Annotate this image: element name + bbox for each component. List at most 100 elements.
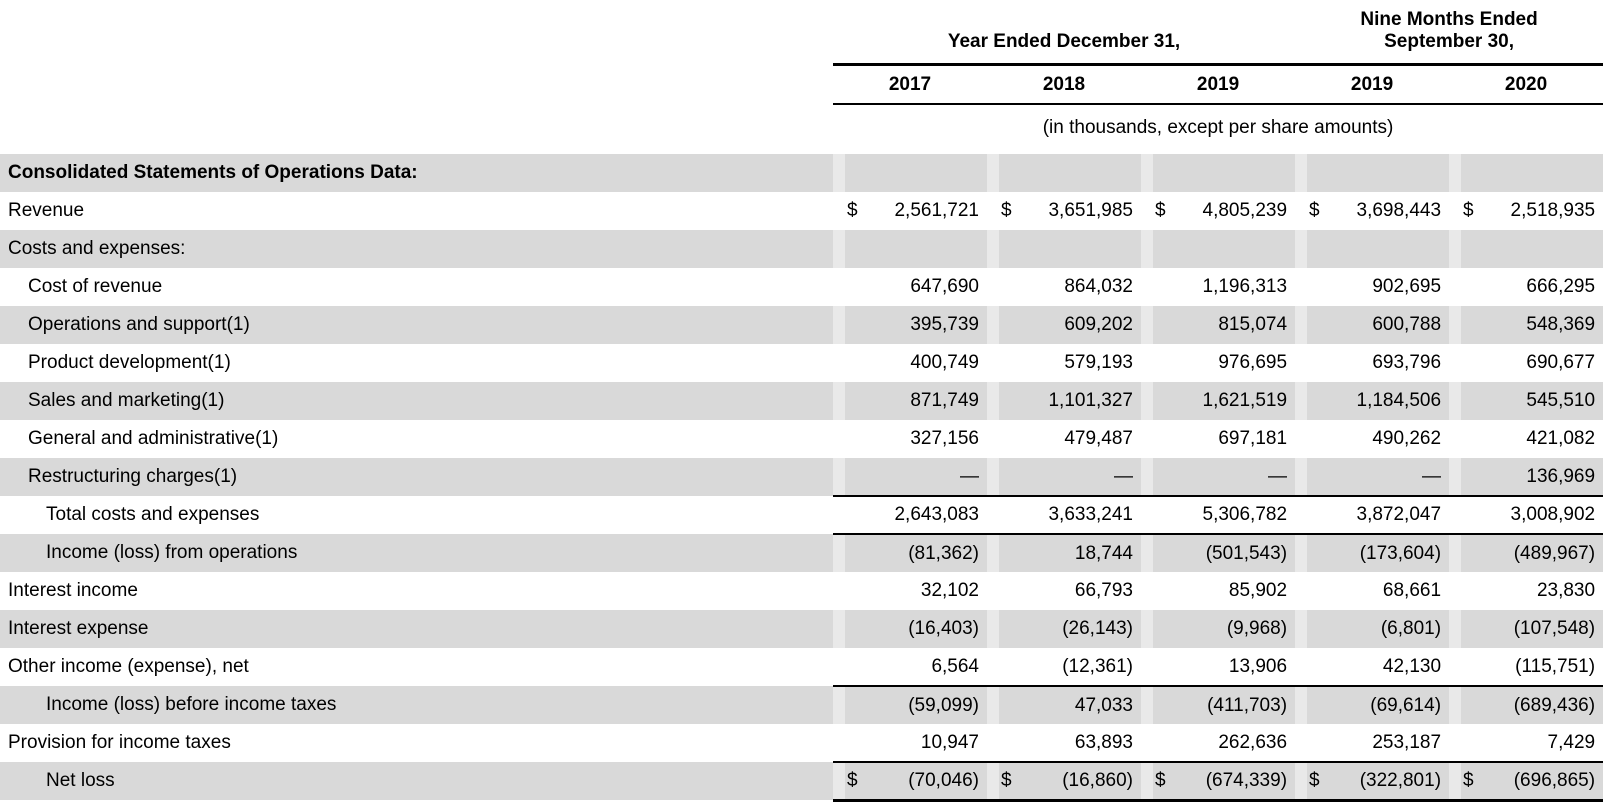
currency-symbol-cell bbox=[1307, 610, 1332, 648]
spacer-cell bbox=[1449, 458, 1462, 497]
currency-symbol-cell bbox=[1153, 306, 1177, 344]
header-label-spacer bbox=[0, 0, 833, 64]
spacer-cell bbox=[1141, 382, 1153, 420]
currency-symbol-cell bbox=[1307, 230, 1332, 268]
value-cell: (69,614) bbox=[1331, 686, 1450, 724]
spacer-cell bbox=[833, 724, 845, 763]
value-cell: 579,193 bbox=[1064, 352, 1133, 373]
row-trailing-cell bbox=[1603, 686, 1609, 724]
currency-symbol-cell bbox=[999, 648, 1023, 687]
value-cell: 421,082 bbox=[1526, 428, 1596, 449]
value-cell: 262,636 bbox=[1177, 724, 1296, 763]
spacer-cell bbox=[1449, 230, 1462, 268]
currency-symbol-cell bbox=[999, 610, 1023, 648]
spacer-cell bbox=[1295, 534, 1308, 572]
value-cell: 395,739 bbox=[869, 306, 987, 344]
spacer-cell bbox=[987, 344, 999, 382]
value-cell: 490,262 bbox=[1372, 428, 1442, 449]
value-cell: 693,796 bbox=[1372, 352, 1442, 373]
row-label: Product development(1) bbox=[28, 352, 231, 373]
table-row: Restructuring charges(1) — — — — 136,969 bbox=[0, 458, 1609, 497]
value-cell: — bbox=[1331, 458, 1450, 497]
spacer-cell bbox=[1295, 420, 1307, 458]
row-trailing-cell bbox=[1603, 534, 1609, 572]
currency-symbol-cell bbox=[1461, 496, 1486, 535]
value-cell: 1,184,506 bbox=[1331, 382, 1450, 420]
table-row: Income (loss) before income taxes (59,099… bbox=[0, 686, 1609, 724]
currency-symbol-cell bbox=[845, 686, 869, 724]
value-cell bbox=[869, 154, 987, 192]
currency-symbol-cell: $ bbox=[847, 200, 858, 221]
value-cell: 548,369 bbox=[1485, 306, 1604, 344]
spacer-cell bbox=[987, 610, 999, 648]
currency-symbol-cell bbox=[845, 230, 869, 268]
table-row: Revenue $2,561,721 $3,651,985 $4,805,239 $3,… bbox=[0, 192, 1609, 230]
spacer-cell bbox=[1295, 192, 1307, 230]
currency-symbol-cell bbox=[1307, 382, 1332, 420]
value-cell: 2,643,083 bbox=[869, 496, 987, 535]
value-cell: 3,698,443 bbox=[1356, 200, 1442, 221]
spacer-cell bbox=[1449, 154, 1462, 192]
spacer-cell bbox=[1449, 762, 1462, 802]
table-row: Cost of revenue 647,690 864,032 1,196,313 90… bbox=[0, 268, 1609, 306]
row-label: Income (loss) from operations bbox=[0, 534, 833, 572]
header-label-spacer bbox=[0, 64, 833, 104]
value-cell: 3,633,241 bbox=[1023, 496, 1141, 535]
spacer-cell bbox=[1295, 762, 1308, 802]
spacer-cell bbox=[987, 534, 999, 572]
table-row: Income (loss) from operations (81,362) 18,… bbox=[0, 534, 1609, 572]
value-cell: 63,893 bbox=[1023, 724, 1141, 763]
spacer-cell bbox=[1141, 154, 1153, 192]
currency-symbol-cell bbox=[845, 572, 869, 610]
spacer-cell bbox=[833, 686, 845, 724]
table-row: Product development(1) 400,749 579,193 976,… bbox=[0, 344, 1609, 382]
spacer-cell bbox=[833, 648, 845, 687]
table-header: Year Ended December 31, Nine Months Ende… bbox=[0, 0, 1609, 154]
currency-symbol-cell bbox=[999, 268, 1023, 306]
value-cell: (16,860) bbox=[1023, 762, 1141, 802]
spacer-cell bbox=[1141, 610, 1153, 648]
spacer-cell bbox=[1295, 496, 1308, 535]
spacer-cell bbox=[1295, 610, 1308, 648]
value-cell: (696,865) bbox=[1485, 762, 1604, 802]
row-trailing-cell bbox=[1603, 724, 1609, 762]
spacer-cell bbox=[987, 648, 999, 687]
spacer-cell bbox=[1449, 344, 1461, 382]
spacer-cell bbox=[1449, 648, 1462, 687]
year-ended-title: Year Ended December 31, bbox=[947, 31, 1181, 53]
spacer-cell bbox=[987, 268, 999, 306]
value-cell: 600,788 bbox=[1331, 306, 1450, 344]
spacer-cell bbox=[1141, 344, 1153, 382]
currency-symbol-cell bbox=[845, 648, 869, 687]
currency-symbol-cell bbox=[999, 154, 1023, 192]
spacer-cell bbox=[1449, 572, 1461, 610]
currency-symbol-cell bbox=[999, 496, 1023, 535]
spacer-cell bbox=[987, 306, 999, 344]
currency-symbol-cell bbox=[845, 382, 869, 420]
header-label-spacer bbox=[0, 104, 833, 154]
value-cell bbox=[869, 230, 987, 268]
currency-symbol-cell bbox=[1153, 420, 1177, 458]
table-row: Interest expense (16,403) (26,143) (9,968) (… bbox=[0, 610, 1609, 648]
row-trailing-cell bbox=[1603, 230, 1609, 268]
row-label: Other income (expense), net bbox=[8, 656, 249, 677]
currency-symbol-cell bbox=[1461, 610, 1486, 648]
currency-symbol-cell bbox=[1153, 496, 1177, 535]
value-cell: (16,403) bbox=[869, 610, 987, 648]
currency-symbol-cell bbox=[1307, 458, 1332, 497]
row-trailing-cell bbox=[1603, 572, 1609, 610]
spacer-cell bbox=[833, 458, 845, 497]
spacer-cell bbox=[1141, 762, 1153, 802]
row-trailing-cell bbox=[1603, 192, 1609, 230]
currency-symbol-cell bbox=[999, 534, 1023, 572]
currency-symbol-cell: $ bbox=[1463, 200, 1474, 221]
value-cell: 3,651,985 bbox=[1048, 200, 1133, 221]
year-column-2017: 2017 bbox=[833, 64, 987, 105]
currency-symbol-cell: $ bbox=[1155, 200, 1166, 221]
currency-symbol-cell bbox=[1307, 344, 1331, 382]
currency-symbol-cell bbox=[1461, 306, 1486, 344]
spacer-cell bbox=[1141, 686, 1153, 724]
spacer-cell bbox=[1295, 306, 1308, 344]
value-cell: 1,196,313 bbox=[1202, 276, 1288, 297]
spacer-cell bbox=[1141, 534, 1153, 572]
